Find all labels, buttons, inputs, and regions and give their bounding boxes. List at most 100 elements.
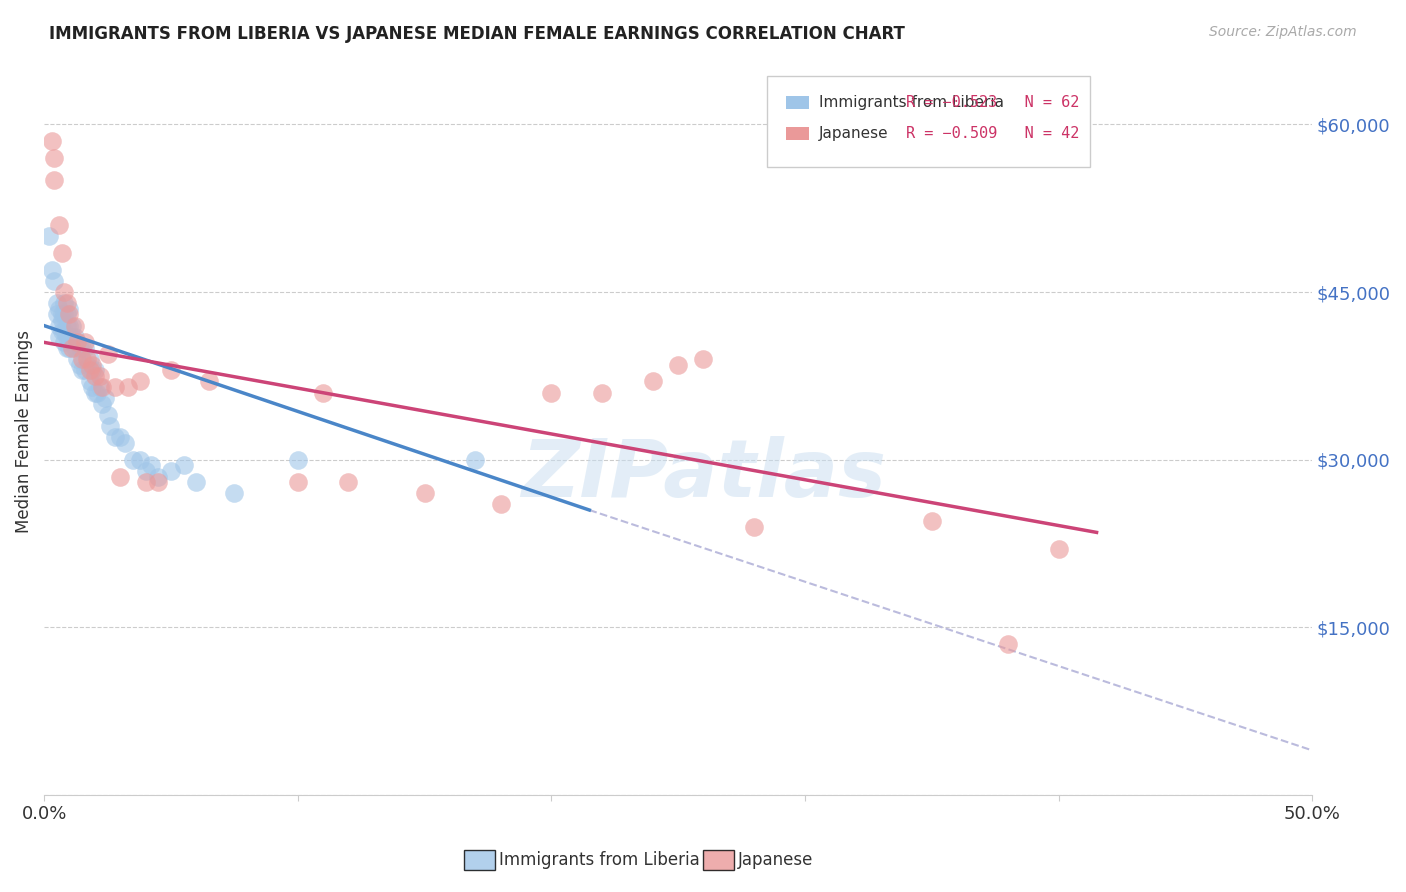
- Text: Immigrants from Liberia: Immigrants from Liberia: [499, 851, 700, 869]
- Point: [86, 385, 108, 400]
- Point: [73, 341, 96, 355]
- Point: [38, 229, 60, 244]
- Point: [89, 368, 111, 383]
- Point: [540, 385, 562, 400]
- Point: [58, 301, 80, 316]
- Point: [287, 452, 309, 467]
- Point: [58, 307, 80, 321]
- Point: [79, 363, 101, 377]
- Point: [70, 363, 93, 377]
- Point: [56, 330, 79, 344]
- Point: [108, 430, 131, 444]
- Text: ZIPatlas: ZIPatlas: [522, 436, 886, 515]
- FancyBboxPatch shape: [786, 128, 808, 140]
- Text: Japanese: Japanese: [818, 127, 889, 142]
- Point: [117, 380, 139, 394]
- Point: [63, 318, 86, 333]
- Point: [45, 307, 67, 321]
- Point: [82, 380, 104, 394]
- Point: [337, 475, 360, 489]
- Point: [69, 341, 91, 355]
- Point: [44, 173, 66, 187]
- Point: [48, 318, 70, 333]
- Point: [641, 375, 664, 389]
- Point: [82, 363, 104, 377]
- FancyBboxPatch shape: [766, 76, 1090, 167]
- Point: [464, 452, 486, 467]
- Point: [44, 151, 66, 165]
- Point: [56, 307, 79, 321]
- Point: [160, 464, 183, 478]
- Point: [98, 419, 121, 434]
- Point: [104, 380, 127, 394]
- Text: IMMIGRANTS FROM LIBERIA VS JAPANESE MEDIAN FEMALE EARNINGS CORRELATION CHART: IMMIGRANTS FROM LIBERIA VS JAPANESE MEDI…: [49, 25, 905, 43]
- Point: [48, 301, 70, 316]
- Point: [114, 436, 136, 450]
- Point: [104, 430, 127, 444]
- Point: [148, 475, 170, 489]
- Point: [76, 358, 98, 372]
- Point: [312, 385, 335, 400]
- Point: [129, 452, 152, 467]
- Point: [60, 330, 83, 344]
- Point: [53, 324, 76, 338]
- Point: [135, 475, 157, 489]
- Point: [41, 262, 63, 277]
- Point: [79, 375, 101, 389]
- Point: [76, 352, 98, 367]
- Point: [70, 341, 93, 355]
- Text: R = −0.523   N = 62: R = −0.523 N = 62: [907, 95, 1080, 111]
- Text: Source: ZipAtlas.com: Source: ZipAtlas.com: [1209, 25, 1357, 39]
- Y-axis label: Median Female Earnings: Median Female Earnings: [15, 330, 32, 533]
- Point: [70, 352, 93, 367]
- Point: [66, 335, 89, 350]
- Point: [692, 352, 714, 367]
- Point: [83, 368, 105, 383]
- Point: [66, 335, 89, 350]
- Point: [41, 134, 63, 148]
- Point: [53, 335, 76, 350]
- Point: [997, 637, 1019, 651]
- Point: [666, 358, 689, 372]
- Point: [58, 341, 80, 355]
- Point: [94, 391, 117, 405]
- Point: [83, 363, 105, 377]
- Point: [53, 307, 76, 321]
- Point: [135, 464, 157, 478]
- Point: [591, 385, 613, 400]
- Point: [45, 296, 67, 310]
- Point: [489, 498, 512, 512]
- Point: [186, 475, 208, 489]
- Point: [82, 358, 104, 372]
- Point: [51, 313, 73, 327]
- Point: [63, 330, 86, 344]
- Point: [198, 375, 221, 389]
- Point: [73, 335, 96, 350]
- Point: [122, 452, 145, 467]
- Point: [287, 475, 309, 489]
- Point: [79, 352, 101, 367]
- Point: [173, 458, 195, 473]
- Point: [108, 469, 131, 483]
- FancyBboxPatch shape: [786, 96, 808, 109]
- Point: [1047, 542, 1070, 557]
- Point: [89, 380, 111, 394]
- Point: [56, 341, 79, 355]
- Text: Immigrants from Liberia: Immigrants from Liberia: [818, 95, 1004, 111]
- Point: [91, 397, 114, 411]
- Point: [96, 408, 118, 422]
- Point: [73, 363, 96, 377]
- Point: [48, 218, 70, 232]
- Point: [51, 307, 73, 321]
- Point: [60, 318, 83, 333]
- Point: [921, 514, 943, 528]
- Point: [44, 274, 66, 288]
- Point: [63, 341, 86, 355]
- Point: [60, 341, 83, 355]
- Point: [51, 246, 73, 260]
- Point: [66, 352, 89, 367]
- Point: [58, 318, 80, 333]
- Point: [413, 486, 436, 500]
- Point: [56, 318, 79, 333]
- Point: [58, 330, 80, 344]
